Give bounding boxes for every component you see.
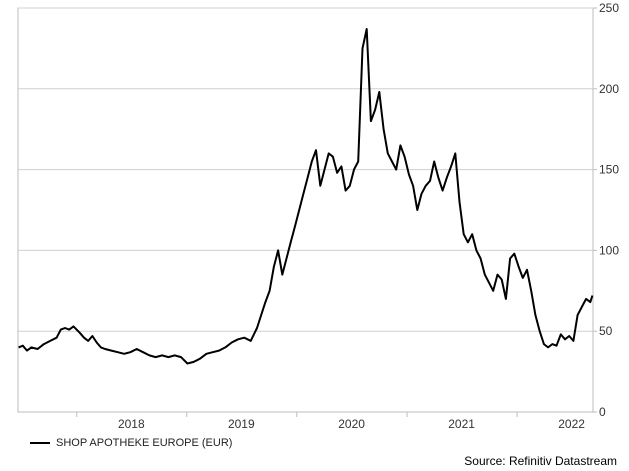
- source-note: Source: Refinitiv Datastream: [464, 454, 617, 468]
- gridlines: [18, 7, 593, 332]
- x-tick-label: 2021: [448, 417, 475, 431]
- legend-swatch: [30, 442, 50, 444]
- x-tick-label: 2022: [558, 417, 585, 431]
- x-tick-label: 2018: [118, 417, 145, 431]
- legend-label: SHOP APOTHEKE EUROPE (EUR): [56, 437, 233, 449]
- x-tick-label: 2019: [228, 417, 255, 431]
- series-layer: [18, 28, 594, 365]
- y-tick-label: 250: [599, 1, 619, 15]
- y-tick-label: 0: [599, 405, 606, 419]
- plot-border: [17, 7, 594, 413]
- x-axis-ticks: 2018 2019 2020 2021 2022: [76, 412, 585, 431]
- legend: SHOP APOTHEKE EUROPE (EUR): [30, 437, 232, 449]
- series-line: [18, 28, 594, 365]
- y-tick-label: 50: [599, 324, 613, 338]
- y-axis-ticks: 0 50 100 150 200 250: [593, 1, 619, 419]
- y-tick-label: 100: [599, 243, 619, 257]
- y-tick-label: 200: [599, 82, 619, 96]
- y-tick-label: 150: [599, 163, 619, 177]
- x-tick-label: 2020: [338, 417, 365, 431]
